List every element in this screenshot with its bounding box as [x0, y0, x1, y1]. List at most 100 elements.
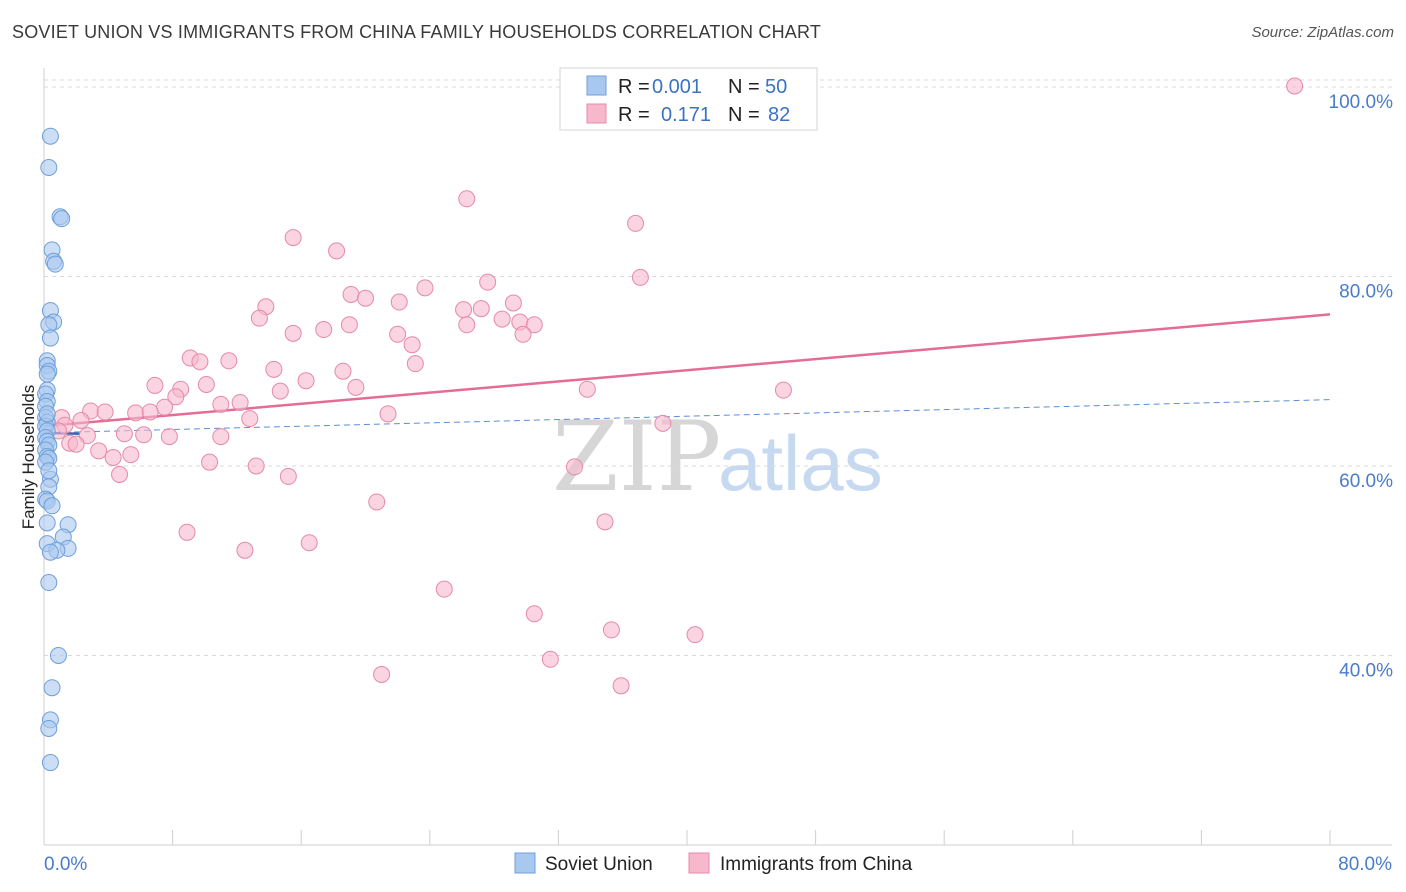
china-point-0 [1286, 77, 1304, 95]
soviet-point-3 [53, 210, 71, 228]
soviet-point-47 [38, 405, 56, 423]
china-point-25 [403, 336, 421, 354]
china-point-7 [416, 279, 434, 297]
china-point-78 [686, 626, 704, 644]
china-point-75 [435, 580, 453, 598]
legend: R = 0.001 N = 50 R = 0.171 N = 82 [559, 67, 818, 131]
y-axis-label: Family Households [19, 385, 38, 530]
china-point-51 [241, 410, 259, 428]
china-point-81 [612, 677, 630, 695]
china-point-8 [342, 285, 360, 303]
china-point-13 [455, 301, 473, 319]
china-point-76 [525, 605, 543, 623]
x-tick-label-min: 0.0% [44, 854, 87, 875]
china-point-59 [212, 428, 230, 446]
soviet-point-43 [43, 679, 61, 697]
china-point-1 [458, 190, 476, 208]
china-point-35 [197, 375, 215, 393]
bottom-legend: Soviet Union Immigrants from China [514, 852, 913, 875]
bottom-legend-immigrants-china: Immigrants from China [720, 854, 913, 875]
y-tick-label-80: 80.0% [1339, 281, 1393, 302]
china-point-9 [357, 289, 374, 307]
china-point-58 [160, 428, 178, 446]
china-point-30 [265, 360, 283, 378]
china-point-69 [279, 467, 297, 485]
china-point-22 [284, 324, 302, 342]
china-point-16 [493, 310, 511, 328]
soviet-point-14 [38, 365, 56, 383]
y-tick-label-40: 40.0% [1339, 660, 1393, 681]
watermark-atlas: atlas [718, 419, 883, 507]
china-point-72 [178, 523, 196, 541]
china-point-57 [135, 426, 153, 444]
china-point-68 [111, 466, 129, 484]
y-tick-label-100: 100.0% [1329, 92, 1394, 113]
legend-r-label-1: R = [618, 76, 650, 98]
china-point-32 [297, 372, 315, 390]
legend-swatch-pink [586, 103, 607, 124]
soviet-point-40 [41, 543, 59, 561]
data-points [37, 77, 1304, 772]
china-point-36 [347, 378, 365, 396]
china-point-74 [236, 541, 254, 559]
soviet-point-0 [41, 127, 59, 145]
trend-line-china [43, 313, 1331, 428]
soviet-point-48 [40, 462, 58, 480]
bottom-legend-swatch-china [688, 852, 710, 874]
soviet-point-41 [40, 574, 58, 592]
watermark-zip: ZIP [552, 401, 721, 513]
china-point-77 [602, 621, 620, 639]
china-point-80 [373, 665, 391, 683]
soviet-point-49 [38, 514, 56, 532]
legend-r-value-1: 0.001 [652, 76, 702, 98]
china-point-63 [104, 448, 122, 466]
china-point-31 [334, 362, 352, 380]
china-point-4 [328, 242, 346, 260]
china-point-10 [390, 293, 408, 311]
source-credit: Source: ZipAtlas.com [1251, 24, 1394, 41]
trend-lines [43, 313, 1331, 436]
china-point-45 [96, 403, 114, 421]
china-point-40 [167, 388, 185, 406]
china-point-5 [631, 268, 649, 286]
china-point-71 [596, 513, 614, 531]
soviet-point-10 [41, 329, 59, 347]
china-point-50 [72, 411, 90, 429]
china-point-19 [340, 316, 358, 334]
china-point-39 [774, 381, 792, 399]
china-point-46 [127, 404, 145, 422]
soviet-point-1 [40, 158, 58, 176]
china-point-6 [479, 273, 497, 291]
china-point-64 [122, 446, 140, 464]
china-point-48 [379, 405, 397, 423]
china-point-62 [90, 442, 108, 460]
soviet-point-6 [46, 255, 64, 273]
china-point-3 [284, 229, 302, 247]
china-point-21 [315, 321, 333, 339]
china-point-28 [220, 352, 238, 370]
china-point-12 [504, 294, 522, 312]
china-point-55 [78, 427, 96, 445]
china-point-27 [191, 353, 209, 371]
china-point-33 [146, 376, 164, 394]
china-point-20 [458, 316, 476, 334]
china-point-42 [231, 393, 249, 411]
china-point-79 [541, 650, 559, 668]
y-tick-labels: 40.0% 60.0% 80.0% 100.0% [1329, 92, 1394, 682]
china-point-47 [141, 403, 159, 421]
china-point-56 [115, 425, 133, 443]
bottom-legend-soviet-union: Soviet Union [545, 854, 653, 875]
china-point-52 [654, 414, 672, 432]
bottom-legend-swatch-soviet [514, 852, 536, 874]
legend-swatch-blue [586, 75, 607, 96]
china-point-41 [212, 395, 230, 413]
china-point-18 [525, 316, 543, 334]
legend-r-value-2: 0.171 [661, 104, 711, 126]
soviet-point-45 [40, 719, 58, 737]
legend-n-label-2: N = [728, 104, 760, 126]
soviet-point-42 [49, 646, 67, 664]
china-point-65 [201, 453, 219, 471]
legend-n-value-1: 50 [765, 76, 787, 98]
y-tick-label-60: 60.0% [1339, 471, 1393, 492]
